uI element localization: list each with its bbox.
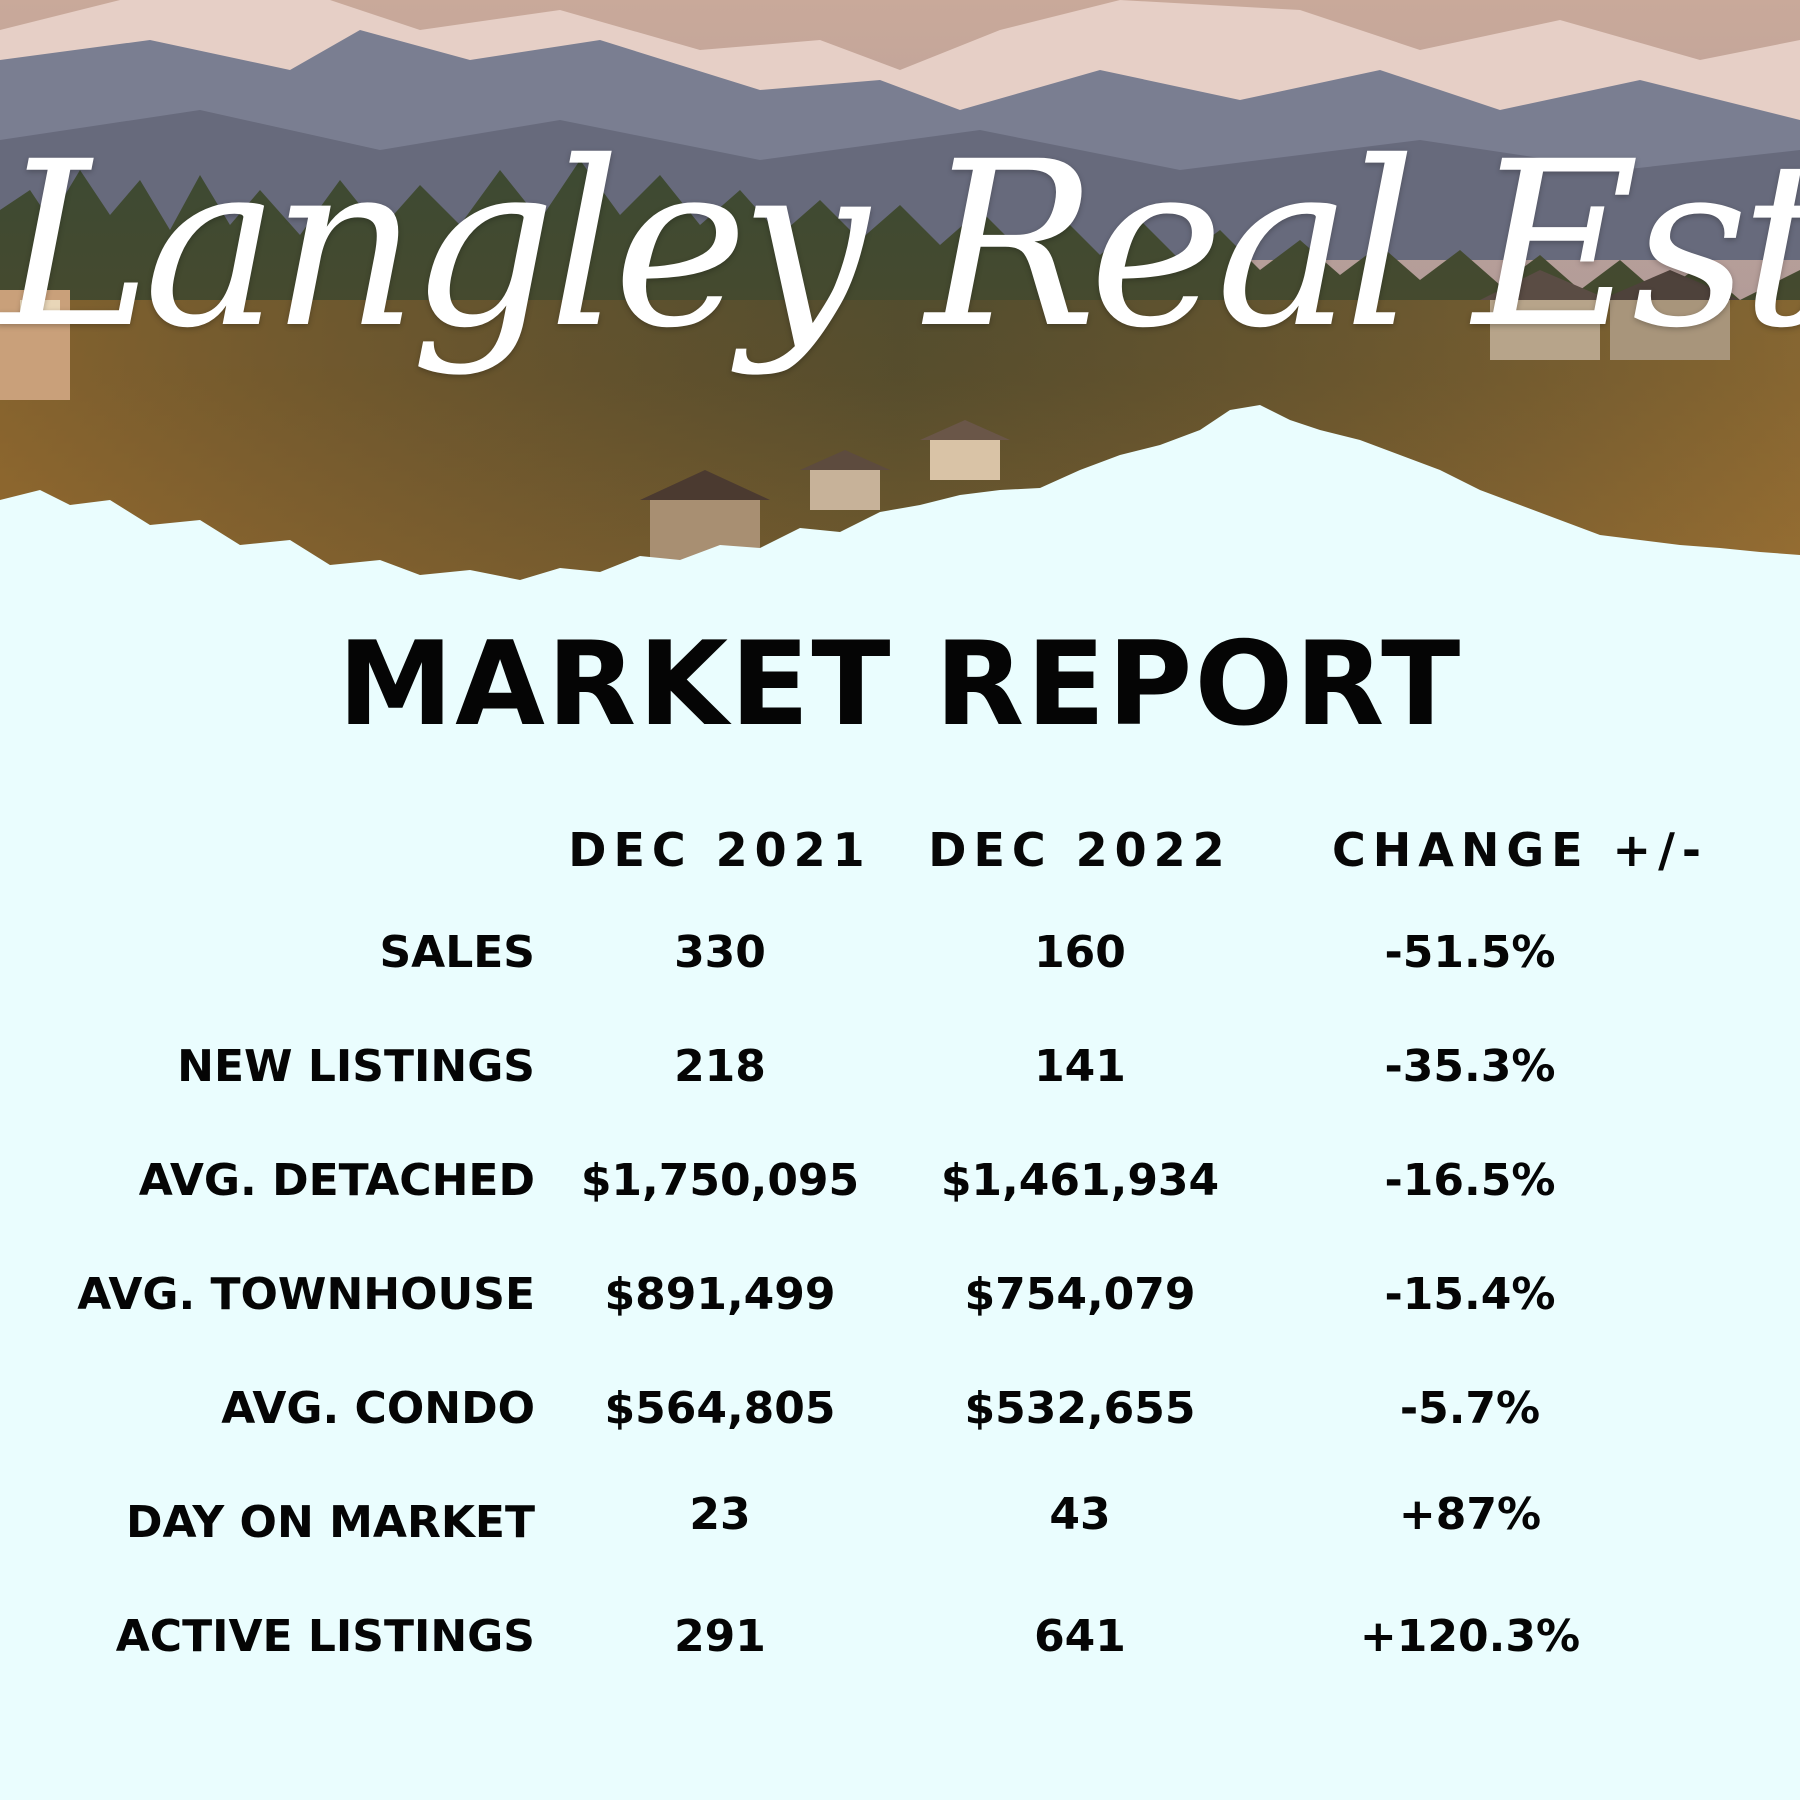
value-change: +87% — [1398, 1489, 1542, 1540]
column-header-dec-2021: DEC 2021 — [568, 823, 872, 877]
value-dec-2022: 43 — [1049, 1489, 1111, 1540]
row-label: AVG. TOWNHOUSE — [77, 1269, 535, 1320]
value-change: +120.3% — [1359, 1611, 1581, 1662]
row-label: DAY ON MARKET — [126, 1497, 535, 1548]
table-row-sales: SALES 330 160 -51.5% — [0, 918, 1800, 988]
report-title: MARKET REPORT — [337, 617, 1463, 752]
table-row-day-on-market: DAY ON MARKET 23 43 +87% — [0, 1488, 1800, 1558]
value-dec-2021: $1,750,095 — [580, 1155, 860, 1206]
value-change: -51.5% — [1384, 927, 1556, 978]
row-label: NEW LISTINGS — [177, 1041, 535, 1092]
table-row-avg-townhouse: AVG. TOWNHOUSE $891,499 $754,079 -15.4% — [0, 1260, 1800, 1330]
landscape-photo-art — [0, 0, 1800, 600]
table-row-active-listings: ACTIVE LISTINGS 291 641 +120.3% — [0, 1602, 1800, 1672]
value-change: -15.4% — [1384, 1269, 1556, 1320]
script-title: Langley Real Estate — [0, 112, 1800, 378]
value-dec-2021: 23 — [689, 1489, 751, 1540]
value-dec-2021: 330 — [674, 927, 766, 978]
row-label: AVG. DETACHED — [138, 1155, 535, 1206]
value-change: -5.7% — [1399, 1383, 1541, 1434]
value-dec-2022: 641 — [1034, 1611, 1126, 1662]
value-dec-2022: $754,079 — [964, 1269, 1196, 1320]
value-dec-2022: 160 — [1034, 927, 1126, 978]
value-dec-2021: $564,805 — [604, 1383, 836, 1434]
landscape-photo — [0, 0, 1800, 600]
value-change: -16.5% — [1384, 1155, 1556, 1206]
table-row-avg-condo: AVG. CONDO $564,805 $532,655 -5.7% — [0, 1374, 1800, 1444]
value-dec-2021: $891,499 — [604, 1269, 836, 1320]
value-dec-2021: 218 — [674, 1041, 766, 1092]
table-row-new-listings: NEW LISTINGS 218 141 -35.3% — [0, 1032, 1800, 1102]
value-dec-2022: $1,461,934 — [940, 1155, 1220, 1206]
table-row-avg-detached: AVG. DETACHED $1,750,095 $1,461,934 -16.… — [0, 1146, 1800, 1216]
row-label: SALES — [379, 927, 535, 978]
column-header-dec-2022: DEC 2022 — [928, 823, 1232, 877]
row-label: AVG. CONDO — [221, 1383, 535, 1434]
row-label: ACTIVE LISTINGS — [115, 1611, 535, 1662]
value-change: -35.3% — [1384, 1041, 1556, 1092]
value-dec-2022: $532,655 — [964, 1383, 1196, 1434]
column-header-change: CHANGE +/- — [1332, 823, 1708, 877]
value-dec-2022: 141 — [1034, 1041, 1126, 1092]
value-dec-2021: 291 — [674, 1611, 766, 1662]
